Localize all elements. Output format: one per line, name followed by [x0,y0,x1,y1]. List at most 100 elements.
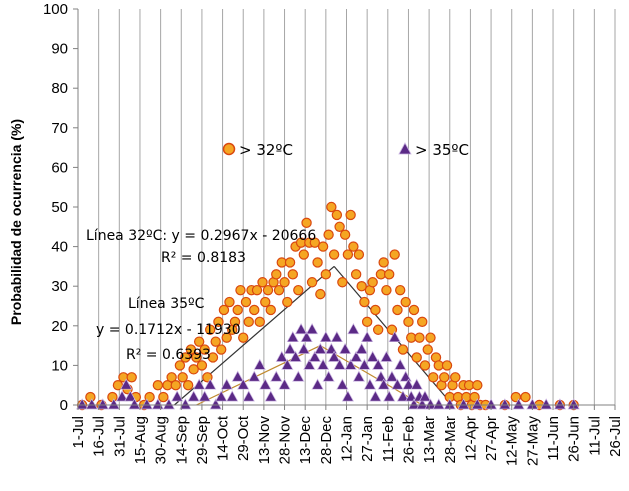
point-35 [204,378,217,390]
point-35 [358,358,371,370]
trendline-annotations: Línea 32ºC: y = 0.2967x - 20666 R² = 0.8… [86,228,316,363]
point-35 [341,390,354,402]
x-tick-label: 13-Mar [421,416,438,464]
point-35 [128,398,141,410]
x-tick-label: 26-Jul [607,416,624,457]
line32-r2: R² = 0.8183 [161,250,246,266]
point-32 [356,281,367,292]
y-tick-label: 30 [51,278,68,295]
point-32 [126,372,137,383]
point-35 [399,370,412,382]
point-32 [439,372,450,383]
y-tick-labels: 0 10 20 30 40 50 60 70 80 90 100 [43,1,68,414]
point-32 [472,380,483,391]
point-32 [260,296,271,308]
point-35 [231,370,244,382]
point-32 [180,352,191,363]
point-35 [410,378,423,390]
x-tick-label: 16-Jul [91,416,108,457]
point-35 [347,323,360,335]
point-32 [218,304,230,316]
point-35 [350,350,363,362]
point-32 [414,332,425,343]
point-35 [209,398,222,410]
trendline-segment [196,345,321,406]
point-32 [425,332,436,343]
point-35 [278,378,291,390]
x-tick-label: 12-Jan [339,416,356,462]
point-35 [283,342,297,354]
point-32 [273,284,285,296]
point-35 [416,398,429,410]
point-32 [210,336,221,347]
y-tick-label: 70 [51,120,68,137]
point-32 [367,277,378,288]
x-tick-label: 13-Nov [256,416,273,465]
point-32 [284,257,296,268]
point-32 [400,296,411,308]
point-35 [344,358,357,370]
point-32 [221,332,232,343]
point-35 [352,370,365,382]
x-tick-label: 12-May [504,416,521,467]
point-32 [315,288,326,300]
point-35 [220,378,233,390]
point-35 [289,350,302,362]
point-32 [350,269,362,280]
point-35 [297,342,310,354]
legend-triangle-marker [398,142,412,155]
x-tick-label: 29-Sep [194,416,211,464]
x-tick-label: 26-Jun [566,416,583,462]
point-35 [253,358,266,370]
point-32 [85,391,96,403]
point-35 [374,370,388,382]
point-35 [432,398,445,410]
point-32 [389,249,400,260]
point-35 [407,398,421,410]
point-32 [301,217,312,229]
point-32 [188,364,199,375]
line32-equation: Línea 32ºC: y = 0.2967x - 20666 [86,228,316,244]
point-35 [275,350,288,362]
point-32 [238,332,249,343]
point-35 [242,390,255,402]
point-35 [319,330,332,343]
point-35 [193,378,206,390]
point-35 [314,342,327,354]
axes [73,8,616,410]
x-tick-label: 11-Feb [380,416,397,462]
point-35 [115,390,129,402]
x-tick-labels: 1-Jul 16-Jul 31-Jul 15-Aug 30-Aug 14-Sep 29-Se… [70,415,624,466]
x-tick-label: 12-Apr [462,416,479,461]
point-35 [140,398,153,410]
x-tick-label: 27-Apr [483,416,500,461]
point-35 [107,398,120,410]
point-32 [166,372,177,383]
point-35 [457,398,470,410]
x-tick-label: 15-Aug [132,416,149,464]
y-tick-label: 100 [43,1,68,18]
point-32 [298,249,310,260]
point-35 [512,398,525,410]
point-35 [325,342,338,354]
point-32 [243,316,254,328]
point-35 [120,378,133,390]
point-35 [259,378,272,390]
x-tick-label: 28-Nov [277,416,294,465]
point-35 [380,350,393,362]
line35-equation: y = 0.1712x - 11930 [96,322,241,338]
x-tick-label: 13-Dec [297,416,314,465]
point-35 [305,323,319,335]
point-35 [366,350,379,362]
point-35 [333,358,346,370]
point-32 [323,229,334,240]
legend: > 32ºC > 35ºC [222,141,469,159]
point-32 [411,352,422,363]
point-35 [385,370,399,382]
x-tick-label: 1-Jul [70,416,87,449]
point-32 [428,372,439,383]
point-32 [152,380,164,391]
point-35 [294,323,308,335]
point-35 [336,378,349,390]
point-32 [334,221,345,232]
